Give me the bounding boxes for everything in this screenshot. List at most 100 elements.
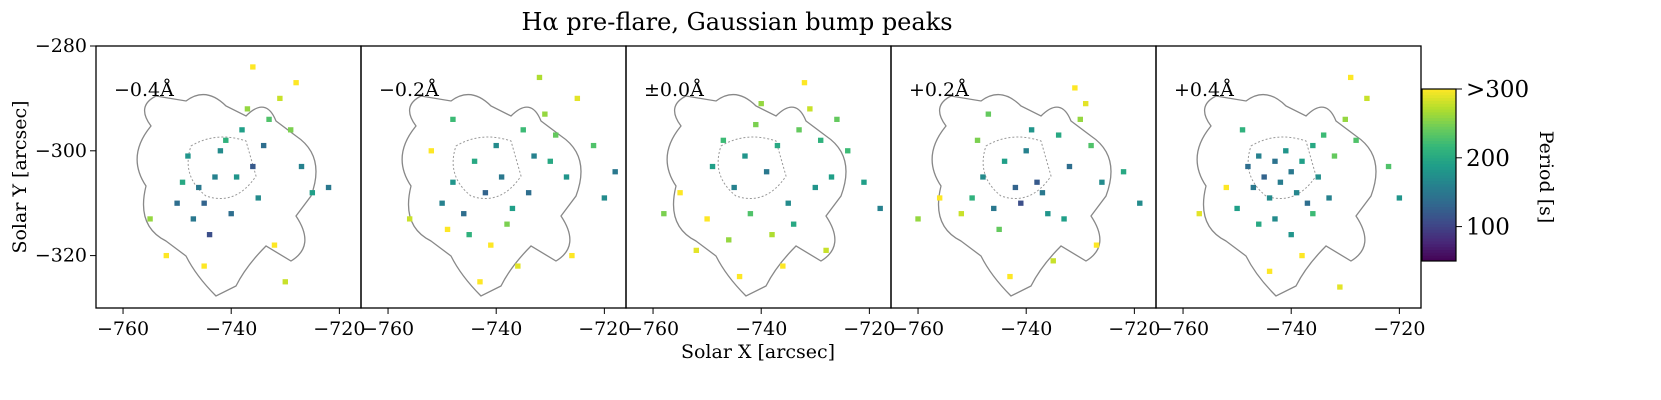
pixel	[753, 121, 759, 128]
pixel	[769, 232, 775, 238]
panel-label: +0.2Å	[909, 79, 969, 101]
pixel	[1050, 258, 1056, 264]
colorbar-segment	[1422, 235, 1456, 239]
pixel	[936, 195, 943, 201]
x-tick-label: −720	[1373, 318, 1425, 340]
colorbar-segment	[1422, 226, 1456, 230]
pixel	[1007, 273, 1013, 280]
colorbar-segment	[1422, 143, 1456, 147]
colorbar-segment	[1422, 192, 1456, 196]
pixel	[287, 127, 294, 133]
pixel	[1093, 242, 1100, 248]
pixel	[196, 184, 202, 191]
pixel	[1337, 284, 1343, 290]
colorbar-segment	[1422, 215, 1456, 219]
colorbar-segment	[1422, 120, 1456, 124]
panel-label: −0.4Å	[114, 79, 174, 101]
x-axis-label: Solar X [arcsec]	[681, 341, 835, 363]
pixel	[147, 216, 153, 222]
colorbar-segment	[1422, 149, 1456, 153]
pixel	[790, 221, 797, 227]
pixel	[861, 179, 867, 185]
pixel	[828, 174, 835, 180]
pixel	[201, 200, 207, 206]
colorbar-segment	[1422, 189, 1456, 193]
pixel	[1385, 163, 1392, 170]
contours	[136, 93, 317, 297]
colorbar-segment	[1422, 218, 1456, 222]
x-tick-label: −760	[362, 318, 414, 340]
pixel	[552, 132, 559, 138]
colorbar-segment	[1422, 240, 1456, 245]
colorbar-segment	[1422, 137, 1456, 142]
colorbar-segment	[1422, 203, 1456, 208]
colorbar-segment	[1422, 238, 1456, 242]
pixel	[201, 263, 207, 269]
pixel	[1072, 85, 1078, 91]
x-tick-label: −740	[1000, 318, 1052, 340]
pixel	[461, 211, 467, 217]
colorbar-segment	[1422, 232, 1456, 236]
pixel	[174, 200, 180, 206]
pixel	[1088, 142, 1094, 149]
pixel	[450, 179, 456, 185]
pixel	[1261, 174, 1267, 180]
pixel	[985, 111, 992, 117]
pixel	[774, 142, 781, 149]
pixel	[493, 142, 499, 149]
pixel	[1256, 153, 1262, 159]
pixel	[271, 242, 278, 248]
colorbar-tick-label: 100	[1466, 215, 1510, 241]
colorbar-segment	[1422, 114, 1456, 119]
pixel	[179, 179, 186, 185]
pixel	[1288, 169, 1294, 175]
colorbar-segment	[1422, 157, 1456, 162]
colorbar-segment	[1422, 258, 1456, 262]
colorbar-segment	[1422, 97, 1456, 101]
pixel	[439, 200, 445, 206]
pixel	[974, 137, 981, 143]
colorbar-segment	[1422, 212, 1456, 216]
x-tick-label: −760	[1157, 318, 1209, 340]
pixel	[450, 116, 456, 122]
pixel	[763, 169, 770, 175]
pixel	[212, 174, 218, 180]
colorbar-segment	[1422, 111, 1456, 116]
panel-frame	[1155, 45, 1422, 309]
pixel	[1034, 179, 1040, 185]
pixel	[1396, 195, 1403, 201]
pixel	[185, 153, 191, 159]
pixel	[726, 237, 732, 243]
pixel	[515, 263, 521, 269]
pixel	[780, 263, 786, 269]
colorbar-segment	[1422, 160, 1456, 165]
x-tick-label: −720	[1108, 318, 1160, 340]
pixel	[1045, 211, 1051, 217]
colorbar-segment	[1422, 154, 1456, 159]
colorbar-segment	[1422, 172, 1456, 176]
pixel	[471, 158, 478, 164]
x-tick-label: −720	[313, 318, 365, 340]
contours	[1196, 93, 1377, 297]
pixel	[736, 273, 743, 280]
pixel	[915, 216, 921, 222]
pixel	[1082, 101, 1089, 107]
pixel	[1039, 190, 1046, 196]
x-tick-label: −760	[97, 318, 149, 340]
colorbar-segment	[1422, 209, 1456, 213]
pixel	[1137, 200, 1143, 206]
pixel	[1061, 216, 1067, 222]
colorbar-segment	[1422, 100, 1456, 104]
pixel	[504, 221, 510, 227]
pixel	[834, 116, 840, 122]
colorbar-frame	[1421, 88, 1457, 262]
pixel	[1293, 190, 1300, 196]
colorbar-segment	[1422, 180, 1456, 185]
pixel	[1055, 132, 1062, 138]
colorbar-segment	[1422, 186, 1456, 190]
pixel	[1310, 211, 1316, 217]
pixel	[709, 163, 716, 170]
pixel	[520, 127, 526, 133]
pixel	[1018, 200, 1024, 206]
colorbar-segment	[1422, 134, 1456, 139]
